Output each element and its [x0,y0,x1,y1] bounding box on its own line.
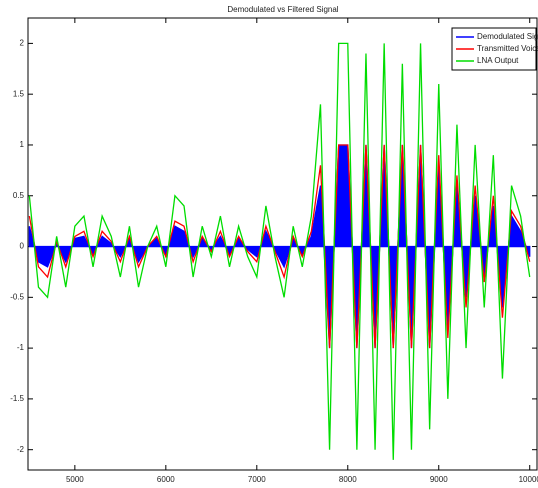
x-tick-label: 6000 [157,475,175,484]
x-tick-label: 9000 [430,475,448,484]
y-tick-label: 1.5 [13,89,25,98]
y-tick-label: 0 [20,242,25,251]
y-tick-label: 2 [20,39,25,48]
x-tick-label: 10000 [519,475,538,484]
legend-label: LNA Output [477,56,519,65]
y-tick-label: -2 [17,445,25,454]
y-tick-label: -1.5 [10,394,24,403]
legend-label: Transmitted Voice [477,44,538,53]
line [28,42,531,460]
x-tick-label: 7000 [248,475,266,484]
y-tick-label: -1 [17,343,25,352]
y-tick-label: -0.5 [10,292,24,301]
x-tick-label: 5000 [66,475,84,484]
legend-label: Demodulated Signal [477,32,538,41]
x-tick-label: 8000 [339,475,357,484]
y-tick-label: 0.5 [13,191,25,200]
y-tick-label: 1 [20,140,25,149]
chart-title: Demodulated vs Filtered Signal [227,5,338,14]
